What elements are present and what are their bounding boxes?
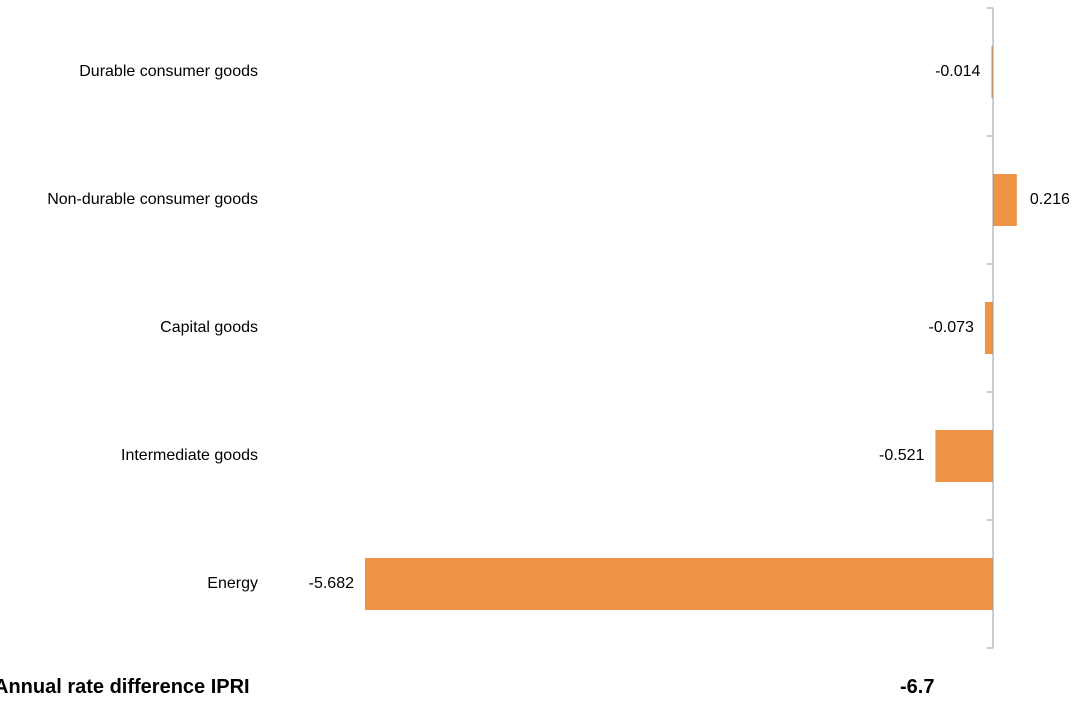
bar-chart: Durable consumer goods -0.014 Non-durable …	[47, 7, 1070, 649]
labels: Durable consumer goods -0.014 Non-durable …	[47, 63, 1070, 592]
category-label-capital-goods: Capital goods	[160, 319, 258, 336]
category-label-intermediate-goods: Intermediate goods	[121, 447, 258, 464]
bar-capital-goods	[984, 302, 993, 354]
footer-value: -6.7	[900, 676, 935, 698]
category-label-energy: Energy	[207, 575, 258, 592]
bar-durable-consumer-goods	[991, 46, 993, 98]
category-label-non-durable-consumer-goods: Non-durable consumer goods	[47, 191, 258, 208]
value-label-intermediate-goods: -0.521	[879, 447, 924, 464]
value-label-durable-consumer-goods: -0.014	[935, 63, 980, 80]
footer-label: Annual rate difference IPRI	[0, 676, 250, 698]
bar-intermediate-goods	[935, 430, 993, 482]
bars	[365, 46, 1017, 610]
bar-energy	[365, 558, 993, 610]
category-axis	[987, 7, 994, 649]
category-label-durable-consumer-goods: Durable consumer goods	[79, 63, 258, 80]
value-label-non-durable-consumer-goods: 0.216	[1030, 191, 1070, 208]
value-label-capital-goods: -0.073	[929, 319, 974, 336]
bar-non-durable-consumer-goods	[993, 174, 1017, 226]
value-label-energy: -5.682	[309, 575, 354, 592]
